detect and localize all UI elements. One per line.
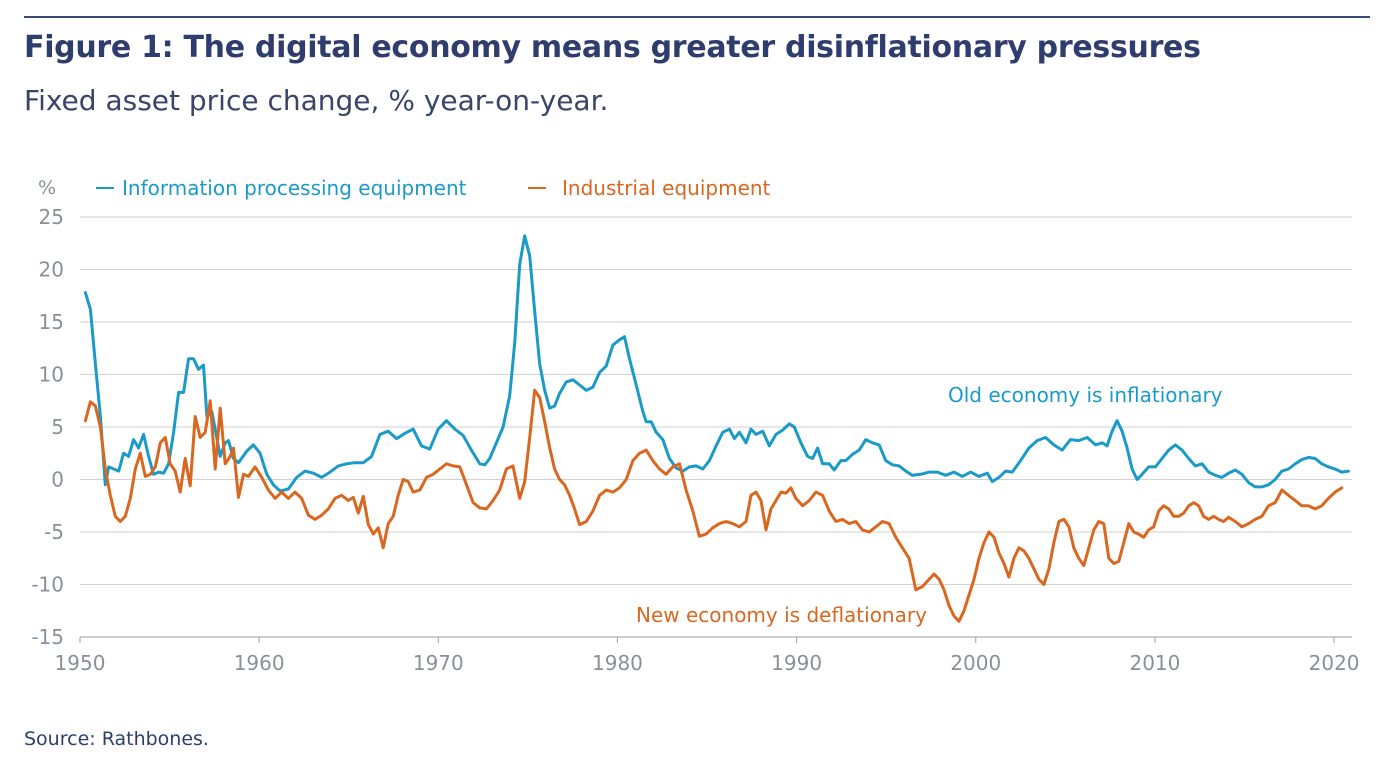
- series-line-industrial-equipment: [83, 388, 1344, 623]
- y-tick-label: 20: [39, 258, 64, 282]
- x-tick-label: 1980: [592, 651, 643, 675]
- x-tick-label: 1950: [55, 651, 106, 675]
- x-tick-label: 1970: [413, 651, 464, 675]
- y-tick-label: -10: [31, 573, 64, 597]
- y-axis-ticks: 25 20 15 10 5 0 -5 -10 -15: [31, 205, 64, 649]
- series-line-information-processing: [83, 234, 1350, 493]
- annotation-new-economy: New economy is deflationary: [636, 603, 927, 627]
- source-note: Source: Rathbones.: [24, 728, 209, 750]
- legend-label-info: Information processing equipment: [122, 176, 467, 200]
- chart-title: Figure 1: The digital economy means grea…: [24, 30, 1201, 65]
- x-tick-label: 2000: [950, 651, 1001, 675]
- y-tick-label: -15: [31, 625, 64, 649]
- x-axis-ticks: 1950 1960 1970 1980 1990 2000 2010 2020: [55, 637, 1360, 675]
- x-tick-label: 2010: [1129, 651, 1180, 675]
- x-tick-label: 1960: [234, 651, 285, 675]
- y-tick-label: 15: [39, 310, 64, 334]
- y-unit-label: %: [38, 177, 56, 199]
- y-tick-label: 25: [39, 205, 64, 229]
- chart-subtitle: Fixed asset price change, % year-on-year…: [24, 84, 609, 117]
- legend: Information processing equipment Industr…: [96, 176, 771, 200]
- y-tick-label: 10: [39, 363, 64, 387]
- y-tick-label: 0: [51, 468, 64, 492]
- top-rule: [24, 16, 1370, 18]
- x-tick-label: 1990: [771, 651, 822, 675]
- gridlines: [80, 216, 1352, 638]
- legend-label-industrial: Industrial equipment: [562, 176, 771, 200]
- y-tick-label: -5: [44, 520, 64, 544]
- y-tick-label: 5: [51, 415, 64, 439]
- x-tick-label: 2020: [1309, 651, 1360, 675]
- annotation-old-economy: Old economy is inflationary: [948, 383, 1223, 407]
